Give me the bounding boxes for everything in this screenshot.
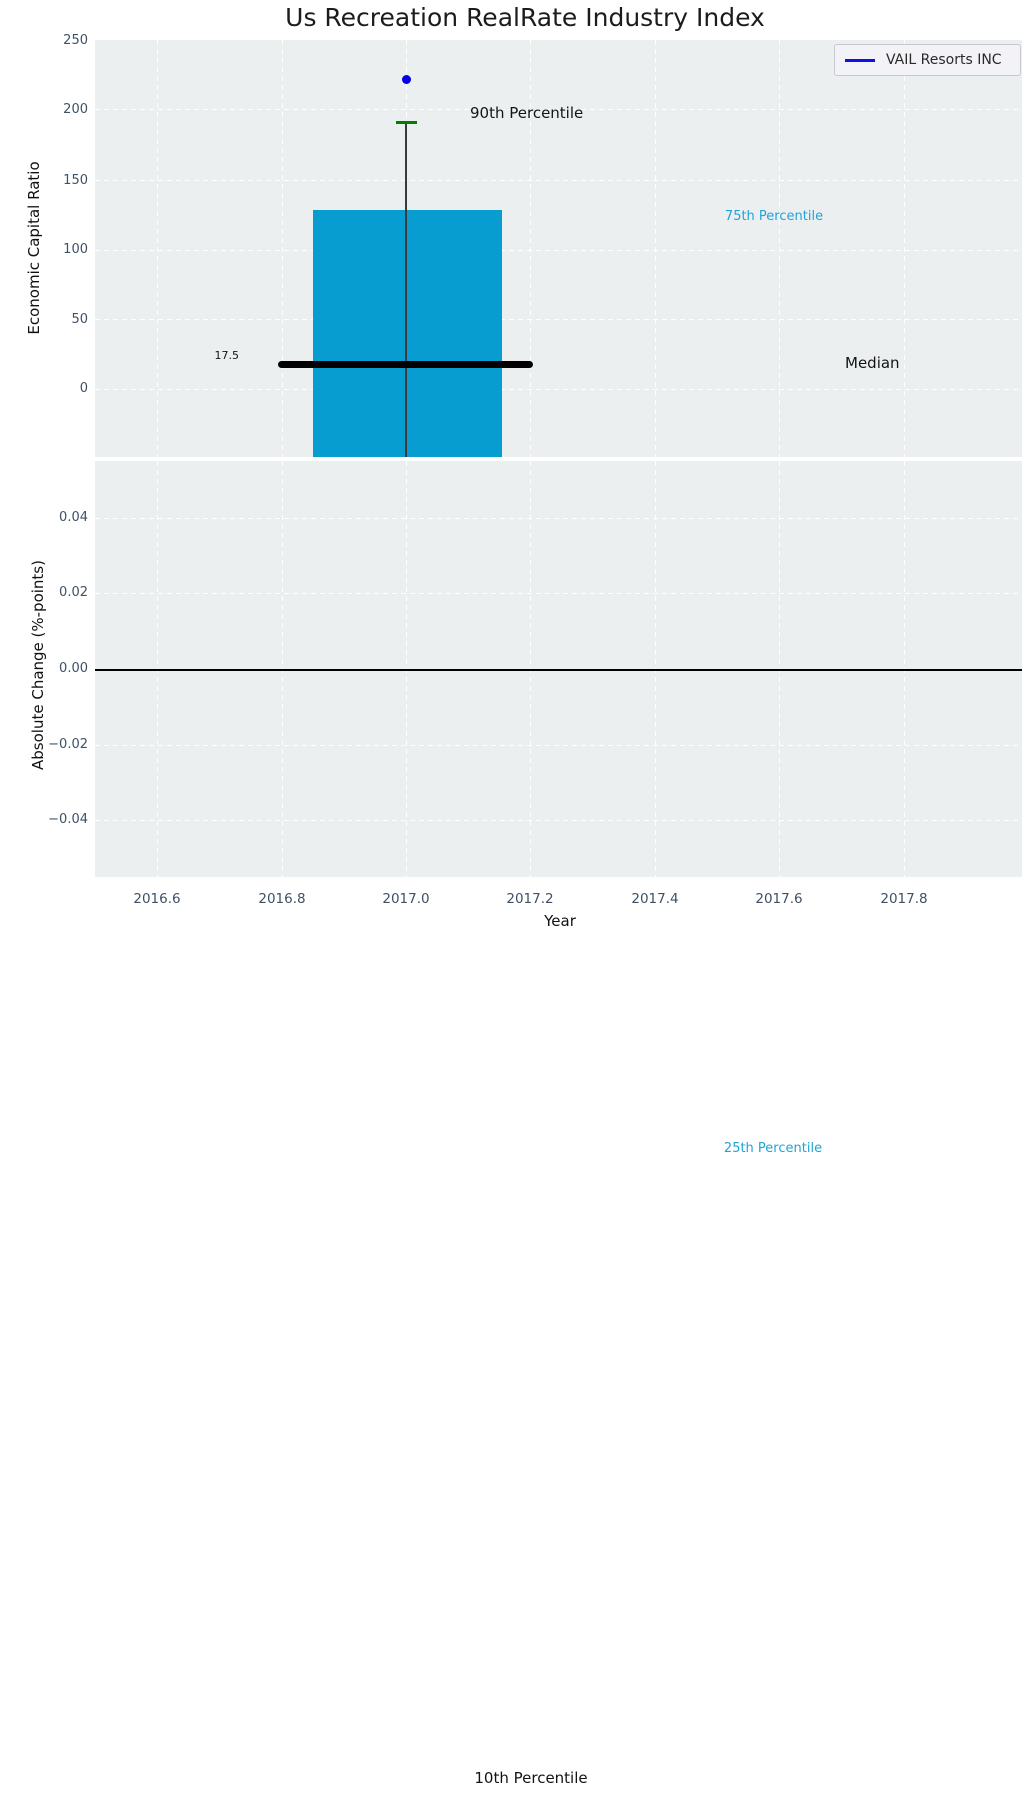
ytick-0.02: 0.02 (59, 585, 88, 600)
xtick-2017.6: 2017.6 (755, 891, 803, 907)
legend-label: VAIL Resorts INC (886, 52, 1002, 68)
gridline (282, 40, 283, 457)
annotation-25th-percentile: 25th Percentile (723, 1141, 823, 1156)
gridline (95, 820, 1022, 821)
gridline (904, 40, 905, 457)
gridline (95, 319, 1022, 320)
ytick-0: 0 (79, 381, 88, 396)
ytick--0.02: −0.02 (48, 737, 88, 752)
gridline (95, 518, 1022, 519)
ytick-50: 50 (71, 312, 88, 327)
legend: VAIL Resorts INC (834, 44, 1021, 76)
annotation-median-value: 17.5 (214, 349, 240, 362)
legend-line-swatch (845, 58, 875, 62)
ytick-200: 200 (63, 102, 88, 117)
ytick-150: 150 (63, 173, 88, 188)
annotation-median: Median (845, 354, 900, 372)
xtick-2017.0: 2017.0 (382, 891, 430, 907)
gridline (95, 180, 1022, 181)
gridline (157, 40, 158, 457)
boxplot-whisker (405, 122, 407, 457)
ytick-0.00: 0.00 (59, 661, 88, 676)
company-data-point (402, 75, 411, 84)
annotation-75th-percentile: 75th Percentile (724, 209, 824, 224)
annotation-10th-percentile: 10th Percentile (474, 1769, 588, 1787)
gridline (655, 40, 656, 457)
x-axis-label: Year (544, 912, 576, 930)
xtick-2016.6: 2016.6 (133, 891, 181, 907)
ytick-250: 250 (63, 33, 88, 48)
zero-reference-line (95, 669, 1022, 671)
gridline (95, 389, 1022, 390)
gridline (95, 745, 1022, 746)
ytick--0.04: −0.04 (48, 812, 88, 827)
gridline (95, 250, 1022, 251)
xtick-2017.8: 2017.8 (880, 891, 928, 907)
gridline (779, 40, 780, 457)
y-axis-label-bottom: Absolute Change (%-points) (29, 560, 47, 770)
xtick-2016.8: 2016.8 (258, 891, 306, 907)
gridline (95, 593, 1022, 594)
boxplot-median-line (278, 361, 533, 368)
y-axis-label-top: Economic Capital Ratio (25, 161, 43, 335)
boxplot-interquartile-box (313, 210, 502, 457)
ytick-100: 100 (63, 242, 88, 257)
bottom-axes (95, 461, 1022, 877)
xtick-2017.2: 2017.2 (506, 891, 554, 907)
top-axes: 90th Percentile 75th Percentile Median 1… (95, 40, 1022, 457)
ytick-0.04: 0.04 (59, 510, 88, 525)
gridline (95, 109, 1022, 110)
gridline (530, 40, 531, 457)
annotation-90th-percentile: 90th Percentile (470, 104, 584, 122)
xtick-2017.4: 2017.4 (631, 891, 679, 907)
boxplot-90th-percentile-cap (396, 121, 417, 124)
chart-title: Us Recreation RealRate Industry Index (285, 3, 765, 32)
